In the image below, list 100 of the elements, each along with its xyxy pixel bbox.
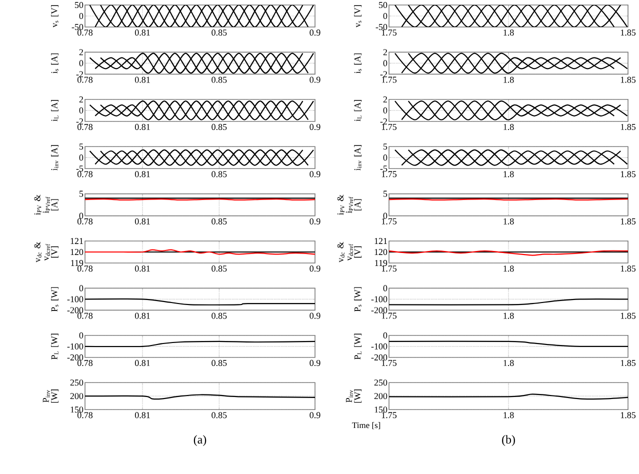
x-tick-label: 0.9 [310, 218, 320, 224]
x-tick-label: 1.85 [620, 312, 636, 319]
x-tick-label: 1.8 [504, 412, 514, 418]
y-tick-label: -200 [67, 354, 84, 360]
x-tick-label: 0.78 [77, 266, 93, 272]
x-tick-label: 1.75 [382, 124, 397, 130]
x-tick-label: 0.78 [77, 218, 93, 224]
x-tick-label: 1.8 [504, 124, 514, 130]
x-tick-label: 0.81 [134, 171, 150, 178]
x-tick-label: 1.85 [620, 412, 636, 418]
text: (b) [502, 435, 515, 446]
y-axis-title: i$_{s}$ [A] [51, 53, 58, 74]
x-tick-label: 0.85 [212, 266, 227, 272]
y-tick-label: 0 [79, 12, 84, 20]
y-tick-label: -100 [371, 343, 388, 350]
y-tick-label: -100 [67, 343, 84, 350]
x-tick-label: 1.8 [504, 218, 514, 224]
y-tick-label: 0 [383, 60, 388, 66]
y-tick-label: 150 [374, 406, 388, 413]
y-axis-title: P$_{inv}$ [W] [42, 390, 58, 403]
y-tick-label: 0 [383, 107, 388, 114]
x-tick-label: 1.75 [382, 312, 397, 319]
x-tick-label: 1.8 [504, 171, 514, 178]
y-tick-label: -200 [371, 307, 388, 314]
y-axis-title: i$_{L}$ [A] [51, 100, 58, 122]
y-tick-label: 250 [70, 380, 84, 386]
y-tick-label: 0 [383, 212, 388, 219]
y-tick-label: 0 [79, 285, 84, 292]
x-tick-label: 0.78 [77, 124, 93, 130]
y-tick-label: -100 [67, 296, 84, 302]
x-tick-label: 0.9 [310, 266, 320, 272]
y-tick-label: 5 [79, 144, 84, 150]
y-tick-label: 0 [79, 60, 84, 66]
y-tick-label: 150 [70, 406, 84, 413]
text: (a) [194, 435, 206, 446]
x-tick-label: 0.78 [77, 412, 93, 418]
x-tick-label: 0.85 [212, 312, 227, 319]
x-tick-label: 1.85 [620, 30, 636, 36]
y-tick-label: 200 [374, 393, 388, 400]
x-tick-label: 0.81 [134, 412, 150, 418]
y-tick-label: -2 [380, 71, 387, 78]
x-tick-label: 1.75 [382, 412, 397, 418]
x-tick-label: 0.9 [310, 124, 320, 130]
y-tick-label: 50 [74, 2, 84, 8]
y-axis-title: i$_{inv}$ [A] [354, 145, 362, 170]
x-tick-label: 0.85 [212, 124, 227, 130]
x-tick-label: 0.9 [310, 412, 320, 418]
x-tick-label: 0.81 [134, 360, 150, 366]
y-tick-label: 119 [71, 260, 84, 266]
y-tick-label: 0 [383, 154, 388, 161]
x-tick-label: 1.85 [620, 76, 636, 83]
y-tick-label: -2 [76, 118, 83, 124]
y-tick-label: 5 [383, 144, 388, 150]
x-tick-label: 0.81 [134, 76, 150, 83]
y-tick-label: 5 [383, 190, 388, 197]
y-axis-title: v$_{s}$ [V] [354, 5, 362, 28]
x-tick-label: 1.75 [382, 76, 397, 83]
y-tick-label: 120 [374, 248, 388, 256]
y-tick-label: 0 [79, 212, 84, 219]
y-tick-label: 2 [79, 49, 83, 56]
x-tick-label: 0.9 [310, 30, 320, 36]
y-axis-title: P$_{s}$ [W] [51, 287, 58, 312]
y-tick-label: 0 [383, 332, 388, 338]
x-tick-label: 0.9 [310, 76, 320, 83]
x-tick-label: 0.85 [212, 412, 227, 418]
y-axis-title: i$_{PV}$ & i$_{PVref}$ [A] [34, 194, 58, 215]
y-tick-label: 119 [375, 260, 388, 266]
x-tick-label: 0.9 [310, 360, 320, 366]
y-axis-title: P$_{L}$ [W] [51, 334, 58, 360]
x-tick-label: 1.85 [620, 360, 636, 366]
y-tick-label: -200 [371, 354, 388, 360]
y-axis-title: i$_{inv}$ [A] [51, 145, 58, 170]
y-tick-label: 2 [79, 96, 83, 102]
y-tick-label: 120 [70, 248, 84, 256]
x-tick-label: 1.85 [620, 266, 636, 272]
y-tick-label: -2 [380, 118, 387, 124]
y-axis-title: P$_{L}$ [W] [354, 334, 362, 360]
x-tick-label: 1.8 [504, 312, 514, 319]
y-tick-label: -50 [72, 24, 84, 30]
y-tick-label: 0 [383, 12, 388, 20]
x-tick-label: 1.8 [504, 360, 514, 366]
y-axis-title: P$_{s}$ [W] [354, 287, 362, 312]
x-tick-label: 0.81 [134, 218, 150, 224]
y-tick-label: -5 [380, 166, 388, 172]
x-tick-label: 1.75 [382, 266, 397, 272]
x-tick-label: 0.85 [212, 218, 227, 224]
y-tick-label: -2 [76, 71, 83, 78]
x-tick-label: 0.81 [134, 124, 150, 130]
y-tick-label: -5 [76, 166, 84, 172]
x-tick-label: 0.78 [77, 171, 93, 178]
y-axis-title: v$_{s}$ [V] [51, 5, 58, 28]
x-tick-label: 1.85 [620, 218, 636, 224]
x-tick-label: 0.9 [310, 312, 320, 319]
x-tick-label: 0.81 [134, 312, 150, 319]
y-tick-label: 121 [70, 238, 83, 244]
y-tick-label: 0 [79, 154, 84, 161]
y-tick-label: 0 [79, 107, 84, 114]
y-tick-label: -200 [67, 307, 84, 314]
y-tick-label: 2 [383, 96, 387, 102]
x-tick-label: 0.9 [310, 171, 320, 178]
